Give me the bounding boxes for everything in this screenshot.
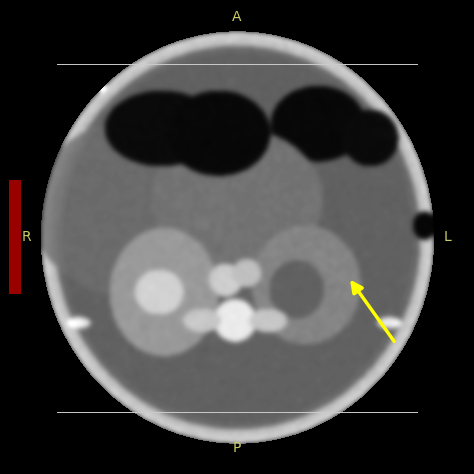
Text: P: P [233,441,241,455]
Text: A: A [232,9,242,24]
Text: R: R [21,230,31,244]
Text: L: L [444,230,452,244]
Bar [9,180,21,294]
